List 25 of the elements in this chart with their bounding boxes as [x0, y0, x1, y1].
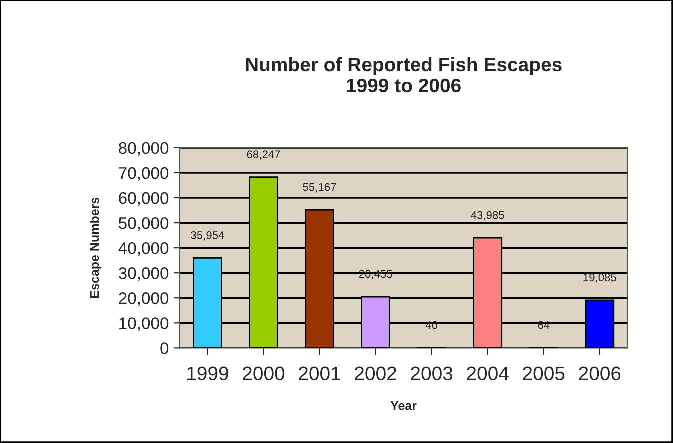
x-tick-label: 2001 — [299, 366, 340, 381]
y-tick-label: 70,000 — [119, 167, 169, 182]
y-tick-label: 50,000 — [118, 217, 169, 232]
y-tick-label: 10,000 — [120, 318, 169, 332]
x-tick-label: 1999 — [188, 366, 228, 381]
data-label: 68,247 — [247, 150, 280, 160]
data-label: 55,167 — [303, 183, 336, 193]
x-tick-label: 2003 — [411, 366, 453, 381]
y-tick-label: 60,000 — [119, 192, 169, 206]
x-tick-label: 2002 — [355, 366, 396, 381]
data-label: 35,954 — [191, 231, 224, 241]
x-tick-label: 2005 — [523, 366, 565, 381]
y-tick-label: 80,000 — [119, 142, 169, 156]
y-tick-label: 20,000 — [119, 292, 169, 306]
data-label: 43,985 — [471, 211, 504, 221]
y-tick-label: 0 — [160, 342, 169, 354]
x-tick-label: 2004 — [467, 366, 509, 381]
y-axis-title: Escape Numbers — [90, 198, 102, 298]
y-tick-label: 30,000 — [118, 268, 169, 282]
data-label: 19,085 — [584, 274, 616, 283]
x-tick-label: 2006 — [579, 366, 621, 381]
x-tick-label: 2000 — [243, 366, 285, 381]
chart-title: Number of Reported Fish Escapes 1999 to 2006 — [246, 57, 562, 93]
x-axis-title: Year — [390, 402, 417, 410]
y-tick-label: 40,000 — [118, 242, 169, 256]
